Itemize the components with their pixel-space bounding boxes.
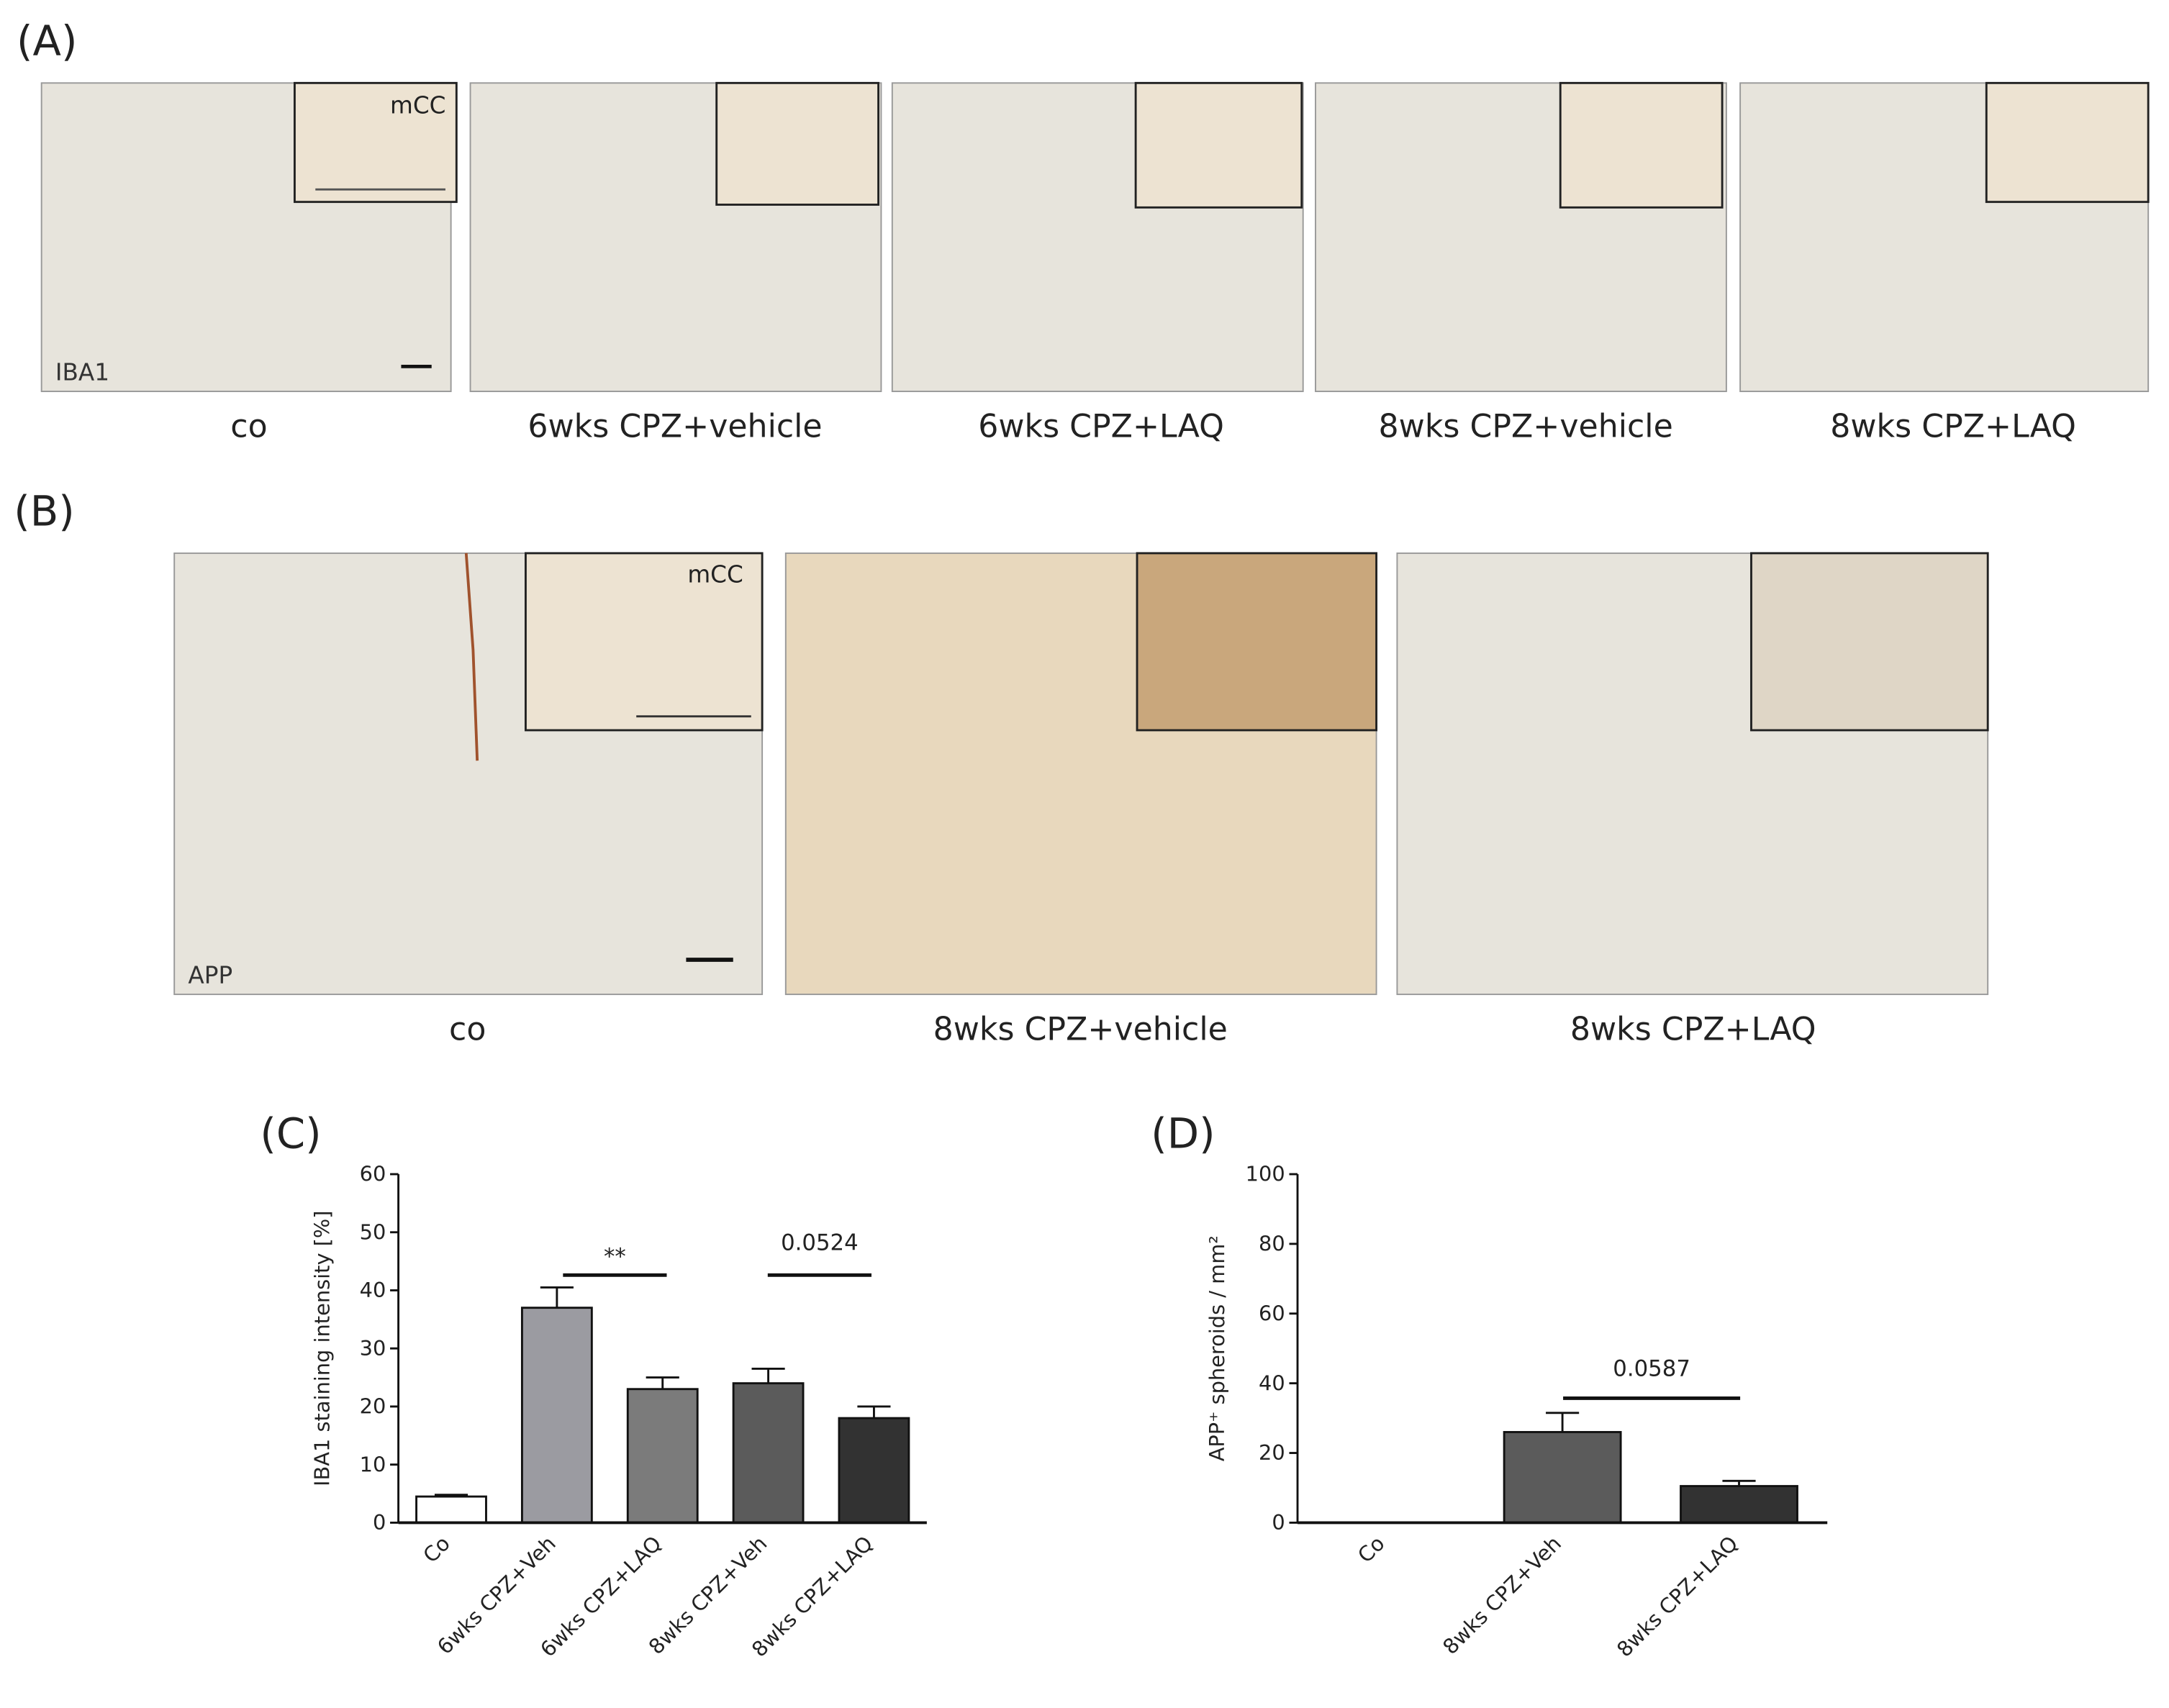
inset [524, 552, 764, 732]
caption: 6wks CPZ+vehicle [527, 408, 822, 445]
caption: 6wks CPZ+LAQ [978, 408, 1224, 445]
inset [1134, 81, 1303, 209]
caption: 8wks CPZ+LAQ [1570, 1012, 1816, 1048]
panel-label: (B) [14, 486, 75, 535]
caption: 8wks CPZ+vehicle [933, 1012, 1228, 1048]
annotation: ** [604, 1244, 626, 1270]
bar [732, 1382, 805, 1524]
caption: co [449, 1012, 486, 1048]
micrographs-b [173, 552, 1989, 996]
annotation: 0.0524 [781, 1230, 859, 1256]
y-tick-label: 40 [1259, 1371, 1285, 1395]
stain-label: APP [188, 962, 232, 989]
micrographs-a [40, 81, 2150, 392]
bar [415, 1495, 487, 1524]
inset [1559, 81, 1724, 209]
annotation: 0.0587 [1613, 1356, 1690, 1382]
y-tick-label: 20 [1259, 1440, 1285, 1465]
region-label: mCC [390, 92, 445, 119]
error-bar [434, 1494, 468, 1497]
error-bar [1722, 1479, 1756, 1486]
y-tick-label: 20 [360, 1394, 386, 1419]
y-axis-label: IBA1 staining intensity [%] [309, 1210, 334, 1486]
inset [1985, 81, 2150, 204]
y-tick-label: 60 [1259, 1301, 1285, 1325]
vessel [464, 553, 479, 761]
bar [838, 1417, 910, 1524]
chart-title: (D) [1151, 1109, 1215, 1158]
chart-title: (C) [260, 1109, 321, 1158]
y-tick-label: 30 [360, 1336, 386, 1361]
y-tick-label: 0 [373, 1510, 386, 1535]
y-tick-label: 80 [1259, 1231, 1285, 1255]
bar [1503, 1431, 1622, 1524]
bar [1680, 1485, 1798, 1524]
inset [1750, 552, 1989, 732]
region-label: mCC [687, 560, 743, 588]
caption: co [230, 408, 267, 445]
y-tick-label: 40 [360, 1278, 386, 1302]
y-tick-label: 0 [1272, 1510, 1285, 1535]
inset [715, 81, 880, 206]
y-tick-label: 60 [360, 1162, 386, 1186]
inset [293, 81, 458, 204]
y-tick-label: 100 [1246, 1162, 1285, 1186]
x-tick-label: Co [1353, 1531, 1390, 1568]
caption: 8wks CPZ+LAQ [1830, 408, 2076, 445]
error-bar [751, 1368, 785, 1384]
stain-label: IBA1 [55, 359, 109, 386]
caption: 8wks CPZ+vehicle [1379, 408, 1673, 445]
y-tick-label: 10 [360, 1452, 386, 1476]
x-tick-label: 8wks CPZ+Veh [1438, 1531, 1566, 1659]
y-axis-label: APP⁺ spheroids / mm² [1205, 1235, 1229, 1461]
inset [1136, 552, 1378, 732]
panel-label: (A) [17, 17, 77, 65]
error-bar [857, 1405, 891, 1419]
error-bar [1546, 1412, 1580, 1432]
error-bar [646, 1376, 679, 1389]
x-tick-label: Co [418, 1531, 455, 1568]
error-bar [540, 1286, 574, 1308]
y-tick-label: 50 [360, 1219, 386, 1244]
bar [520, 1307, 593, 1524]
x-tick-label: 8wks CPZ+LAQ [1612, 1531, 1743, 1662]
bar [626, 1388, 699, 1524]
